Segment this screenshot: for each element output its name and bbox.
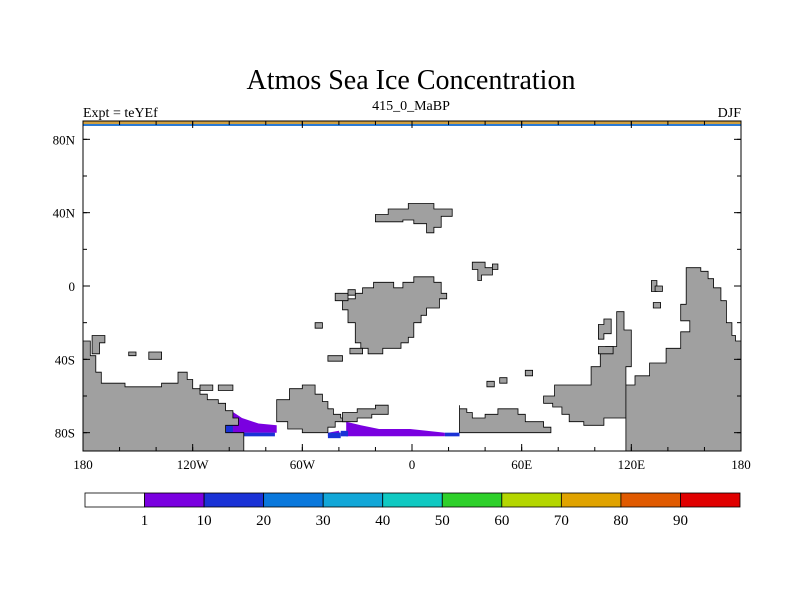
x-tick-label: 180 <box>731 457 751 472</box>
colorbar-label: 10 <box>197 513 212 529</box>
land-africa <box>342 276 448 355</box>
land-north-landmass <box>374 203 453 234</box>
land-east-south-land-2 <box>543 311 632 426</box>
land-islet-a <box>128 351 137 357</box>
colorbar-label: 30 <box>316 513 331 529</box>
land-east-islet <box>652 302 661 309</box>
colorbar: 1 10 20 30 40 50 60 70 80 90 <box>84 492 741 529</box>
colorbar-label: 40 <box>375 513 390 529</box>
land-pacific-east-land <box>625 267 741 451</box>
land-africa-islet-2 <box>347 289 356 296</box>
axis-ticks: 180 120W 60W 0 60E 120E 180 80N 40N 0 40S 80S <box>53 121 751 472</box>
land-east-south-land <box>459 405 552 434</box>
map-plot-area <box>83 121 741 451</box>
y-tick-label: 40S <box>55 352 75 367</box>
land-antarctic-peninsula <box>276 384 347 434</box>
land-mid-islet-4 <box>499 377 508 384</box>
x-tick-label: 180 <box>73 457 93 472</box>
land-mid-islet-1 <box>471 261 493 281</box>
ice-cell-3 <box>327 432 341 439</box>
land-mid-islet-3 <box>486 380 495 388</box>
land-africa-islet-1 <box>334 292 349 302</box>
colorbar-box-4 <box>322 492 384 508</box>
ice-cell-5 <box>444 432 460 437</box>
land-indian-islands <box>598 318 612 340</box>
land-islet-d <box>217 384 234 391</box>
colorbar-box-7 <box>501 492 562 508</box>
right-string: DJF <box>718 106 742 121</box>
colorbar-label: 90 <box>673 513 688 529</box>
colorbar-label: 70 <box>554 513 569 529</box>
x-tick-label: 120W <box>177 457 210 472</box>
colorbar-box-1 <box>144 492 205 508</box>
land-africa-islet-5 <box>349 347 364 355</box>
land-south-pacific-land <box>83 340 245 451</box>
y-tick-label: 80S <box>55 426 75 441</box>
colorbar-label: 80 <box>613 513 628 529</box>
land-mid-islet-5 <box>524 369 533 377</box>
colorbar-box-2 <box>203 492 265 508</box>
ice-region-0 <box>231 410 277 433</box>
colorbar-label: 50 <box>435 513 450 529</box>
colorbar-box-0 <box>84 492 145 508</box>
ice-cell-2 <box>231 432 275 437</box>
land-pacific-islands-west <box>91 335 106 355</box>
colorbar-label: 1 <box>141 513 149 529</box>
land-indian-islet <box>598 346 614 355</box>
x-tick-label: 0 <box>409 457 416 472</box>
colorbar-box-10 <box>680 492 741 508</box>
land-weddell-land <box>342 404 389 423</box>
colorbar-box-5 <box>382 492 443 508</box>
y-tick-label: 0 <box>69 279 76 294</box>
land-islet-c <box>199 384 214 391</box>
left-string: Expt = teYEf <box>83 106 158 121</box>
x-tick-label: 60W <box>290 457 316 472</box>
ice-cell-4 <box>340 430 349 437</box>
land-africa-islet-4 <box>327 355 343 362</box>
y-tick-label: 40N <box>53 206 76 221</box>
ice-region-1 <box>346 421 445 437</box>
land-islet-b <box>148 351 163 360</box>
colorbar-box-9 <box>620 492 681 508</box>
y-tick-label: 80N <box>53 132 76 147</box>
x-tick-label: 60E <box>511 457 532 472</box>
land-africa-islet-3 <box>314 322 323 329</box>
chart-title: Atmos Sea Ice Concentration <box>247 65 576 96</box>
colorbar-label: 20 <box>256 513 271 529</box>
land-east-islet-3 <box>654 285 663 292</box>
x-tick-label: 120E <box>618 457 646 472</box>
land-mid-islet-2 <box>491 263 499 270</box>
colorbar-box-6 <box>441 492 503 508</box>
colorbar-box-8 <box>560 492 622 508</box>
colorbar-label: 60 <box>494 513 509 529</box>
center-string: 415_0_MaBP <box>372 99 450 114</box>
colorbar-box-3 <box>263 492 324 508</box>
